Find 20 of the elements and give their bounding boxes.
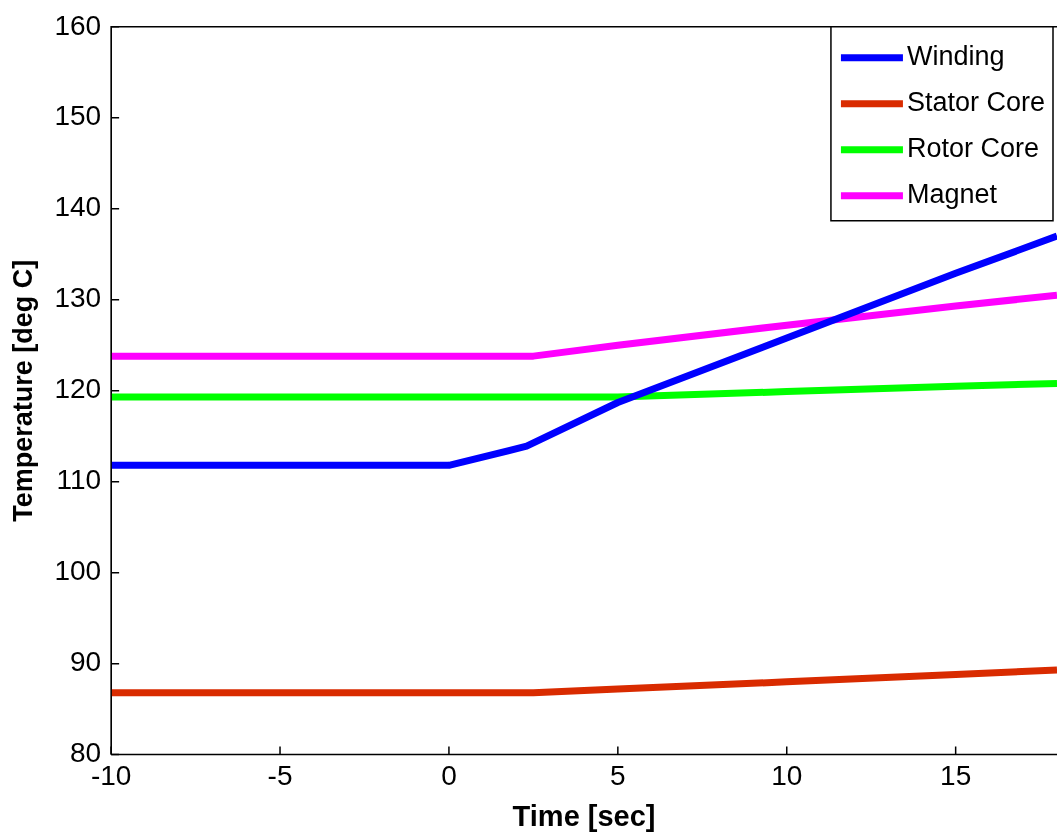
y-tick-label: 140 — [54, 191, 102, 223]
x-tick-label: 5 — [610, 760, 626, 792]
y-tick-label: 100 — [54, 555, 102, 587]
legend-label: Stator Core — [906, 87, 1045, 118]
x-axis-title: Time [sec] — [512, 799, 656, 832]
x-tick-label: 0 — [441, 760, 457, 792]
y-tick-label: 120 — [54, 373, 102, 405]
y-tick-label: 130 — [54, 282, 102, 314]
x-tick-label: -5 — [267, 760, 293, 792]
x-tick-label: 10 — [771, 760, 803, 792]
legend-label: Winding — [906, 41, 1005, 72]
y-tick-label: 90 — [69, 646, 102, 678]
y-tick-label: 80 — [69, 737, 102, 769]
y-tick-label: 160 — [54, 9, 102, 41]
y-tick-label: 110 — [56, 464, 102, 496]
y-tick-label: 150 — [54, 100, 102, 132]
y-axis-title: Temperature [deg C] — [7, 259, 38, 522]
x-tick-label: 15 — [940, 760, 972, 792]
legend-label: Magnet — [906, 179, 998, 210]
legend-label: Rotor Core — [906, 133, 1039, 164]
